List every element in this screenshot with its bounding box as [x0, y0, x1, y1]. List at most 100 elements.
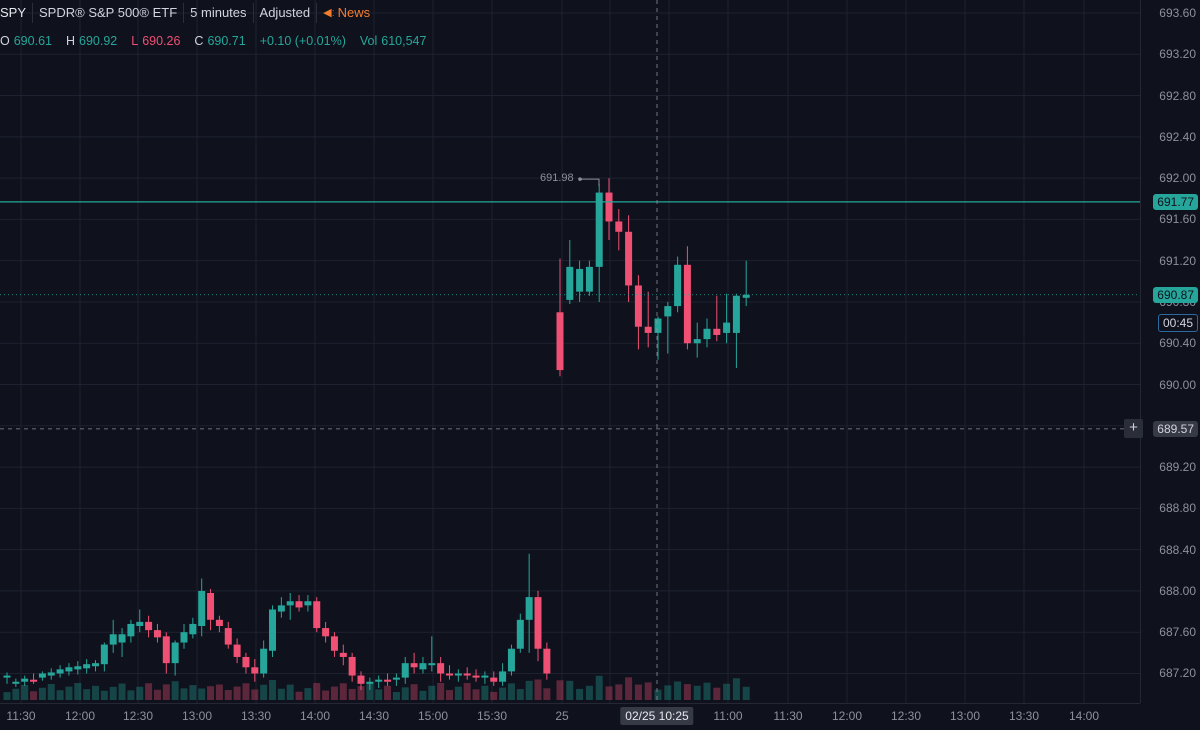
- time-tick-label: 12:00: [64, 709, 96, 723]
- volume-bar: [543, 688, 551, 700]
- symbol-name[interactable]: SPDR® S&P 500® ETF: [33, 2, 185, 23]
- candle: [463, 667, 471, 680]
- candle: [615, 209, 623, 251]
- candle: [516, 613, 524, 653]
- time-tick-label: 13:30: [1008, 709, 1040, 723]
- volume-bar: [56, 690, 64, 700]
- time-tick-label: 13:30: [240, 709, 272, 723]
- volume-bar: [127, 690, 135, 700]
- last-price-badge: 690.87: [1153, 286, 1198, 303]
- volume-bar: [65, 686, 73, 700]
- candle: [576, 260, 584, 302]
- price-tick-label: 692.00: [1159, 171, 1196, 186]
- time-tick-label: 12:30: [122, 709, 154, 723]
- symbol-label[interactable]: SPY: [0, 2, 34, 23]
- candle-body: [472, 675, 480, 678]
- volume-bar: [516, 689, 524, 700]
- interval-button[interactable]: 5 minutes: [184, 2, 254, 23]
- candle: [543, 642, 551, 680]
- candle-body: [269, 609, 276, 651]
- session-high-marker-line: [580, 178, 600, 187]
- candle-body: [654, 318, 662, 333]
- candle: [118, 628, 126, 657]
- candle-body: [556, 312, 564, 371]
- candle: [38, 671, 46, 681]
- volume-bar: [683, 684, 691, 700]
- volume-bar: [634, 684, 642, 700]
- volume-bar: [153, 689, 161, 700]
- candle-body: [454, 673, 462, 676]
- candle: [664, 301, 672, 354]
- high-label: H: [65, 34, 75, 48]
- candle-body: [56, 669, 64, 674]
- time-axis[interactable]: 11:30 12:00 12:30 13:00 13:30 14:00 14:30 15:00…: [0, 703, 1140, 730]
- volume-bar: [446, 690, 453, 700]
- volume-bar: [625, 677, 633, 700]
- volume-bar: [92, 685, 99, 700]
- volume-bar: [384, 685, 392, 700]
- candle-body: [100, 644, 108, 665]
- crosshair-time-badge: 02/25 10:25: [620, 707, 694, 725]
- candle-body: [703, 328, 711, 340]
- adjusted-button[interactable]: Adjusted: [254, 2, 318, 23]
- time-tick-label: 14:00: [1068, 709, 1100, 723]
- volume-bar: [339, 683, 347, 700]
- news-button[interactable]: ◀ː News: [317, 3, 376, 23]
- volume-bar: [366, 683, 374, 700]
- candle-body: [713, 328, 721, 335]
- volume-bar: [703, 682, 711, 700]
- candle: [375, 675, 383, 688]
- candle: [304, 595, 312, 612]
- candle: [92, 660, 99, 672]
- candle-body: [585, 266, 593, 292]
- candle: [595, 184, 603, 302]
- candle: [683, 246, 691, 350]
- candle-body: [437, 663, 445, 674]
- candle-body: [74, 666, 82, 670]
- candle: [566, 240, 574, 305]
- candle: [162, 632, 170, 674]
- volume-bar: [330, 686, 338, 700]
- candles: [3, 178, 750, 690]
- candle-body: [118, 634, 126, 643]
- add-alert-plus-button[interactable]: +: [1124, 419, 1143, 438]
- candle: [269, 605, 276, 657]
- volume-bar: [664, 685, 672, 700]
- volume-bar: [410, 684, 418, 700]
- volume-bar: [21, 685, 29, 700]
- candle-body: [543, 648, 551, 674]
- volume-bar: [585, 685, 593, 700]
- chart-area[interactable]: SPY SPDR® S&P 500® ETF 5 minutes Adjuste…: [0, 0, 1140, 703]
- candle-body: [499, 671, 507, 682]
- candle-body: [693, 339, 701, 344]
- candle: [481, 671, 489, 684]
- price-tick-label: 693.20: [1159, 47, 1196, 62]
- candle: [357, 671, 365, 690]
- volume-bar: [723, 683, 731, 700]
- volume-bar: [198, 688, 206, 700]
- volume-bar: [83, 689, 91, 700]
- crosshair-price-badge: 689.57: [1153, 420, 1198, 437]
- candle: [74, 661, 82, 675]
- volume-bars: [3, 675, 750, 700]
- candle-body: [576, 268, 584, 292]
- candle: [605, 178, 613, 241]
- volume-bar: [654, 689, 662, 700]
- price-tick-label: 687.60: [1159, 625, 1196, 640]
- candle: [713, 295, 721, 342]
- price-axis[interactable]: 693.60 693.20 692.80 692.40 692.00 691.60 691.…: [1140, 0, 1200, 703]
- candle: [732, 293, 740, 369]
- candle: [198, 578, 206, 637]
- candle: [47, 668, 55, 680]
- price-tick-label: 689.20: [1159, 460, 1196, 475]
- candle-body: [625, 231, 633, 286]
- candle: [313, 597, 321, 633]
- volume-bar: [260, 684, 268, 700]
- price-tick-label: 690.40: [1159, 336, 1196, 351]
- bar-countdown-badge: 00:45: [1157, 313, 1198, 332]
- candlestick-chart[interactable]: [0, 0, 1140, 703]
- candle-body: [742, 294, 750, 298]
- candle-body: [348, 656, 356, 676]
- volume-bar: [437, 682, 445, 700]
- candle-body: [525, 597, 533, 620]
